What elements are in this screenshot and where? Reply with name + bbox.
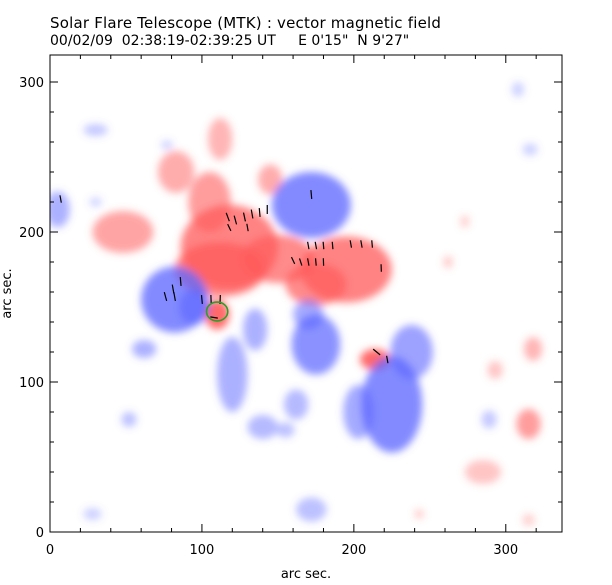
vector-15 xyxy=(227,223,232,232)
vector-0 xyxy=(59,195,62,203)
positive-region-4 xyxy=(285,263,347,306)
vector-8 xyxy=(210,316,218,319)
negative-region-16 xyxy=(121,412,137,427)
negative-region-13 xyxy=(276,422,295,438)
negative-region-7 xyxy=(293,299,324,330)
positive-region-16 xyxy=(443,256,453,268)
negative-region-20 xyxy=(511,82,525,97)
negative-region-6 xyxy=(291,314,341,375)
vector-1 xyxy=(179,276,182,287)
flare-contour xyxy=(205,301,229,322)
vector-27 xyxy=(349,240,353,248)
magnetogram-map xyxy=(50,82,543,526)
negative-region-21 xyxy=(522,143,538,156)
positive-region-7 xyxy=(157,151,195,193)
negative-region-23 xyxy=(89,197,102,207)
vector-21 xyxy=(314,258,317,266)
positive-region-19 xyxy=(522,514,535,526)
chart-subtitle: 00/02/09 02:38:19-02:39:25 UT E 0'15" N … xyxy=(50,33,410,49)
positive-region-9 xyxy=(92,211,154,253)
chart-title: Solar Flare Telescope (MTK) : vector mag… xyxy=(50,14,442,32)
negative-region-8 xyxy=(361,356,423,453)
positive-region-5 xyxy=(258,164,283,195)
y-tick-label-200: 200 xyxy=(19,226,44,241)
y-tick-label-300: 300 xyxy=(19,76,44,91)
vector-9 xyxy=(225,212,230,222)
negative-region-2 xyxy=(179,289,210,325)
x-tick-label-100: 100 xyxy=(190,543,215,558)
y-tick-label-100: 100 xyxy=(19,376,44,391)
contour-ring xyxy=(205,301,229,322)
vector-16 xyxy=(246,223,249,232)
positive-region-18 xyxy=(414,509,424,519)
vector-29 xyxy=(371,240,374,248)
vector-26 xyxy=(331,241,334,250)
vector-10 xyxy=(233,215,238,225)
vector-31 xyxy=(372,348,381,356)
vector-12 xyxy=(250,209,254,219)
positive-region-15 xyxy=(464,460,502,484)
positive-region-17 xyxy=(460,215,470,228)
positive-region-13 xyxy=(524,337,543,361)
positive-region-12 xyxy=(516,409,541,439)
positive-region-10 xyxy=(204,299,230,330)
vector-23 xyxy=(307,241,310,250)
vector-19 xyxy=(298,258,303,266)
y-tick-label-0: 0 xyxy=(36,526,44,541)
vector-25 xyxy=(322,241,325,250)
axis-ticks: 0 100 200 300 0 100 200 300 xyxy=(19,55,562,558)
vector-28 xyxy=(360,240,363,248)
negative-region-12 xyxy=(247,415,278,439)
plot-frame xyxy=(49,54,563,533)
negative-region-22 xyxy=(160,140,174,150)
negative-region-19 xyxy=(481,410,497,429)
vector-3 xyxy=(163,291,168,302)
x-tick-label-300: 300 xyxy=(493,543,518,558)
negative-region-15 xyxy=(83,124,108,136)
vector-32 xyxy=(386,355,389,364)
vector-20 xyxy=(307,258,310,266)
positive-region-14 xyxy=(487,361,503,379)
vector-24 xyxy=(314,241,318,250)
negative-region-0 xyxy=(271,172,351,238)
x-axis-label: arc sec. xyxy=(281,567,331,582)
negative-region-9 xyxy=(390,325,433,379)
field-blobs xyxy=(50,82,543,526)
negative-region-18 xyxy=(83,508,102,520)
y-axis-label: arc sec. xyxy=(0,268,15,318)
positive-region-8 xyxy=(208,118,233,160)
positive-region-6 xyxy=(188,172,231,232)
negative-region-4 xyxy=(217,337,248,412)
negative-region-17 xyxy=(296,497,327,522)
vector-11 xyxy=(242,212,247,222)
vector-18 xyxy=(290,256,296,265)
vector-5 xyxy=(200,294,203,305)
negative-region-11 xyxy=(283,389,309,420)
negative-region-3 xyxy=(132,340,157,358)
x-tick-label-200: 200 xyxy=(341,543,366,558)
vector-13 xyxy=(258,207,261,218)
negative-region-14 xyxy=(50,191,70,228)
vector-4 xyxy=(173,291,176,302)
negative-region-5 xyxy=(242,308,268,351)
vector-17 xyxy=(310,189,313,200)
negative-region-10 xyxy=(343,385,374,439)
x-tick-label-0: 0 xyxy=(46,543,54,558)
vector-2 xyxy=(171,284,175,294)
